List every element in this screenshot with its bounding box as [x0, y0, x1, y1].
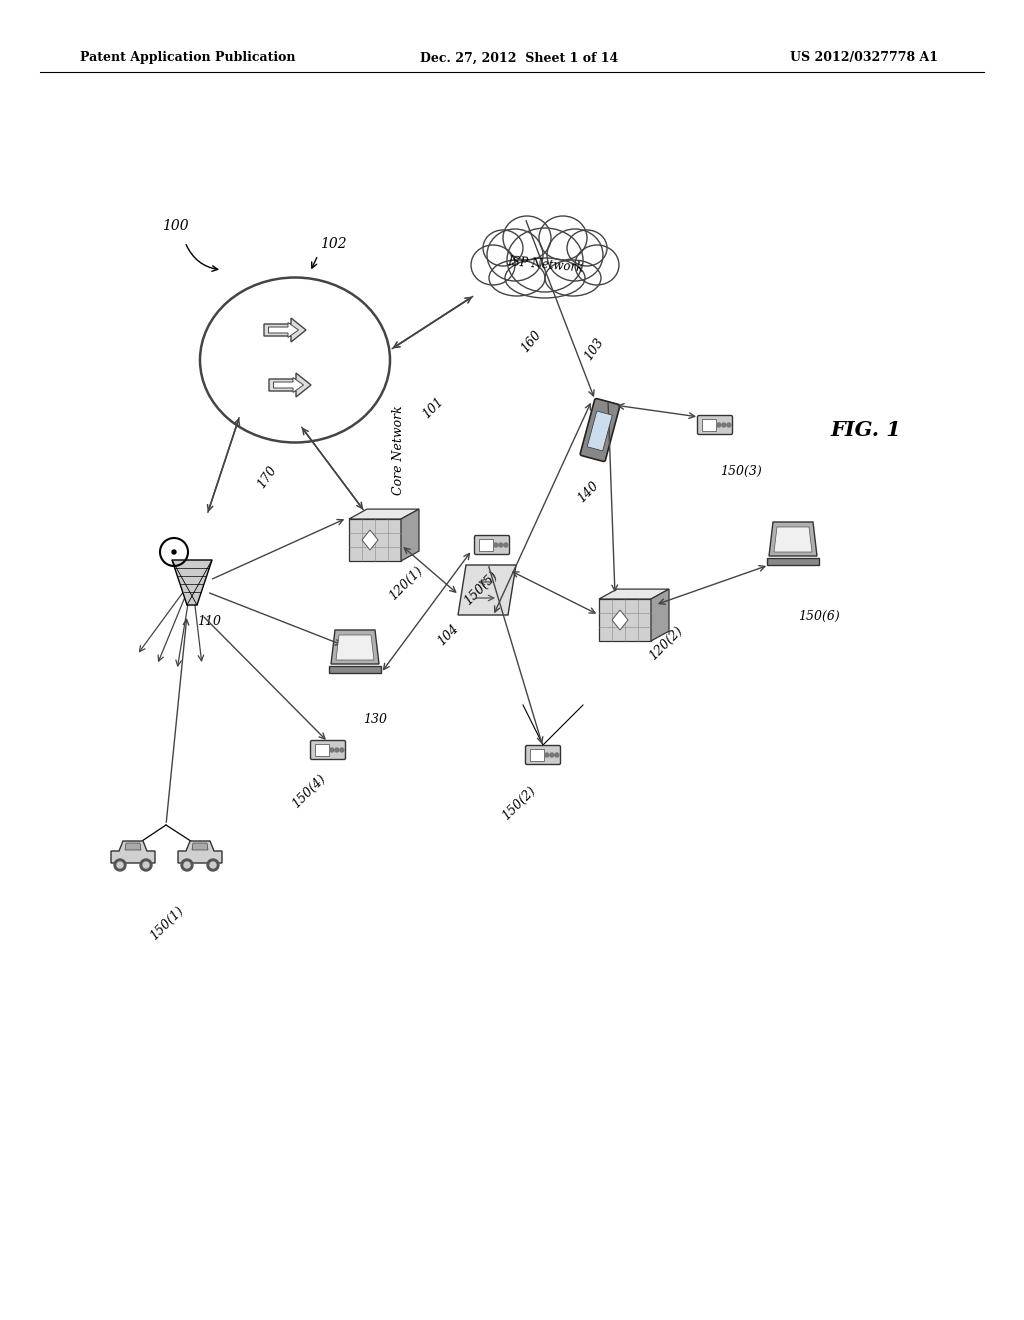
Text: 150(1): 150(1): [148, 904, 186, 942]
Circle shape: [210, 862, 216, 869]
Circle shape: [140, 859, 152, 871]
Ellipse shape: [483, 230, 523, 267]
Text: 170: 170: [255, 463, 280, 491]
Polygon shape: [767, 558, 819, 565]
Circle shape: [114, 859, 126, 871]
Polygon shape: [329, 667, 381, 673]
Text: 150(6): 150(6): [798, 610, 840, 623]
Polygon shape: [273, 378, 303, 392]
Circle shape: [172, 550, 176, 554]
Text: Dec. 27, 2012  Sheet 1 of 14: Dec. 27, 2012 Sheet 1 of 14: [420, 51, 618, 65]
Text: 150(3): 150(3): [720, 465, 762, 478]
Circle shape: [181, 859, 193, 871]
Text: Core Network: Core Network: [391, 405, 404, 495]
Circle shape: [207, 859, 219, 871]
Text: 102: 102: [319, 238, 347, 251]
Text: 130: 130: [362, 713, 387, 726]
Polygon shape: [769, 521, 817, 556]
Text: 150(5): 150(5): [462, 569, 501, 609]
Text: US 2012/0327778 A1: US 2012/0327778 A1: [790, 51, 938, 65]
Text: 140: 140: [575, 479, 601, 506]
Circle shape: [717, 422, 721, 426]
Ellipse shape: [489, 260, 545, 296]
Polygon shape: [458, 565, 516, 615]
Text: 104: 104: [435, 622, 461, 648]
Text: 100: 100: [162, 219, 188, 234]
Ellipse shape: [471, 246, 515, 285]
Ellipse shape: [539, 216, 587, 260]
Circle shape: [494, 543, 498, 546]
Polygon shape: [125, 843, 141, 850]
Text: 101: 101: [420, 395, 446, 421]
Text: ISP Network: ISP Network: [507, 255, 584, 275]
Polygon shape: [269, 374, 311, 397]
FancyBboxPatch shape: [697, 416, 732, 434]
Circle shape: [499, 543, 503, 546]
Circle shape: [143, 862, 150, 869]
Ellipse shape: [567, 230, 607, 267]
FancyBboxPatch shape: [587, 411, 612, 451]
Ellipse shape: [547, 228, 603, 281]
Polygon shape: [336, 635, 374, 660]
Text: 120(1): 120(1): [387, 564, 426, 603]
Polygon shape: [651, 589, 669, 642]
FancyBboxPatch shape: [474, 536, 510, 554]
Ellipse shape: [505, 257, 585, 298]
Polygon shape: [599, 599, 651, 642]
Polygon shape: [362, 531, 378, 550]
Ellipse shape: [507, 228, 583, 292]
FancyBboxPatch shape: [479, 539, 494, 550]
Text: 150(4): 150(4): [290, 772, 329, 810]
Polygon shape: [599, 589, 669, 599]
Ellipse shape: [575, 246, 618, 285]
Text: Patent Application Publication: Patent Application Publication: [80, 51, 296, 65]
Text: 160: 160: [518, 329, 544, 355]
Circle shape: [117, 862, 123, 869]
Text: 150(2): 150(2): [500, 784, 539, 822]
FancyBboxPatch shape: [525, 746, 560, 764]
Circle shape: [330, 748, 334, 752]
Text: 110: 110: [197, 615, 221, 628]
FancyBboxPatch shape: [581, 399, 620, 462]
FancyBboxPatch shape: [530, 748, 545, 762]
Polygon shape: [612, 610, 628, 630]
Polygon shape: [331, 630, 379, 664]
Polygon shape: [193, 843, 208, 850]
Polygon shape: [774, 527, 812, 552]
Circle shape: [555, 752, 559, 756]
Circle shape: [727, 422, 731, 426]
Text: 103: 103: [582, 335, 606, 363]
FancyBboxPatch shape: [315, 744, 330, 756]
Circle shape: [184, 862, 190, 869]
FancyBboxPatch shape: [702, 418, 717, 432]
Ellipse shape: [487, 228, 543, 281]
Polygon shape: [268, 322, 299, 338]
Circle shape: [550, 752, 554, 756]
Polygon shape: [178, 841, 222, 863]
Polygon shape: [172, 560, 212, 605]
Circle shape: [722, 422, 726, 426]
Polygon shape: [401, 510, 419, 561]
Text: FIG. 1: FIG. 1: [830, 420, 901, 440]
Circle shape: [504, 543, 508, 546]
Polygon shape: [349, 519, 401, 561]
Ellipse shape: [545, 260, 601, 296]
Polygon shape: [349, 510, 419, 519]
Circle shape: [545, 752, 549, 756]
Polygon shape: [264, 318, 306, 342]
Circle shape: [335, 748, 339, 752]
FancyBboxPatch shape: [310, 741, 345, 759]
Polygon shape: [111, 841, 155, 863]
Ellipse shape: [503, 216, 551, 260]
Circle shape: [340, 748, 344, 752]
Text: 120(2): 120(2): [647, 624, 686, 663]
